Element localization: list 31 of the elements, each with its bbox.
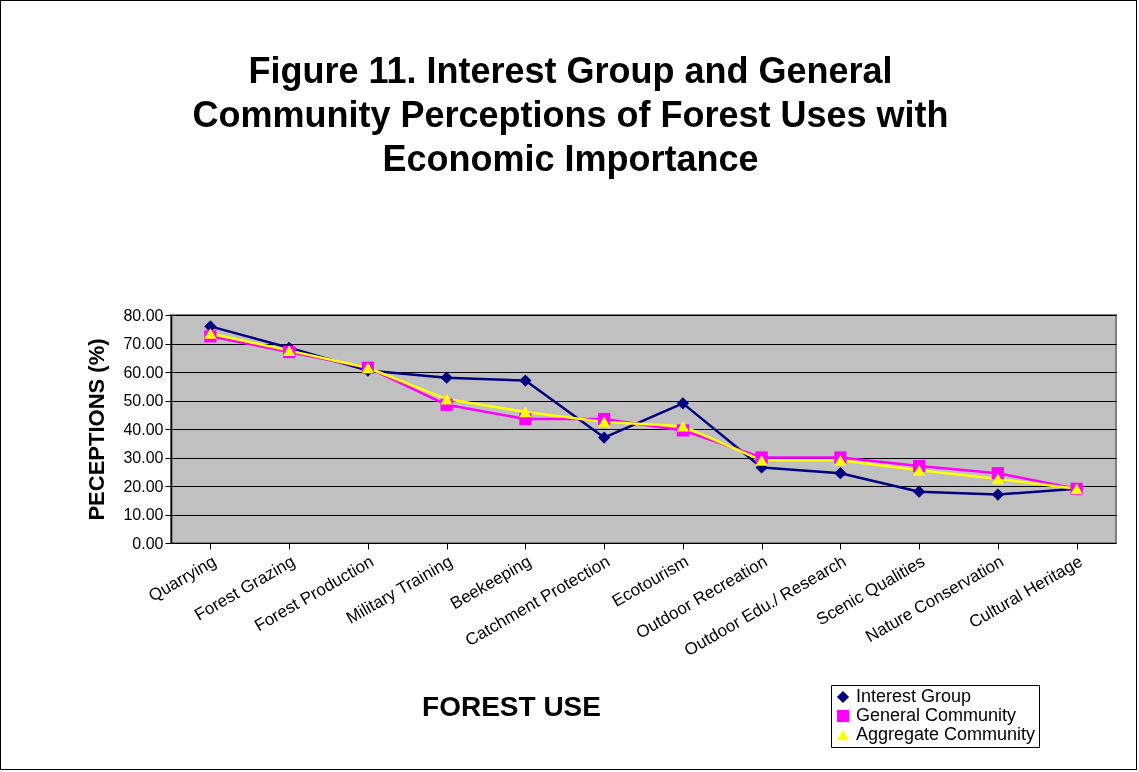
y-tick-label: 30.00 xyxy=(123,449,164,466)
point xyxy=(676,397,689,410)
point xyxy=(598,431,611,444)
y-axis-title: PECEPTIONS (%) xyxy=(84,338,110,521)
point xyxy=(913,485,926,498)
legend-label: General Community xyxy=(856,705,1017,725)
point xyxy=(519,406,532,418)
y-tick-label: 70.00 xyxy=(123,335,164,352)
point xyxy=(676,420,689,432)
y-tick-label: 20.00 xyxy=(123,477,164,495)
point xyxy=(834,467,847,480)
y-tick-label: 10.00 xyxy=(123,506,164,523)
point xyxy=(755,455,768,466)
y-tick-label: 0.00 xyxy=(132,534,164,552)
point xyxy=(440,371,453,384)
legend-label: Interest Group xyxy=(856,686,972,706)
y-tick-label: 80.00 xyxy=(123,306,164,324)
point xyxy=(991,488,1004,501)
point xyxy=(991,473,1004,485)
chart-title: Figure 11. Interest Group and General Community Perceptions of Forest Uses with Economic Importance xyxy=(192,50,949,179)
point xyxy=(913,465,926,476)
x-axis-title: FOREST USE xyxy=(422,690,601,722)
y-tick-label: 50.00 xyxy=(123,392,164,409)
point xyxy=(834,455,847,466)
y-tick-label: 60.00 xyxy=(123,363,164,381)
point xyxy=(440,393,453,405)
y-tick-label: 40.00 xyxy=(123,420,164,438)
point xyxy=(204,328,217,339)
legend-label: Aggregate Community xyxy=(856,724,1036,744)
point xyxy=(598,416,611,428)
point xyxy=(519,374,532,387)
